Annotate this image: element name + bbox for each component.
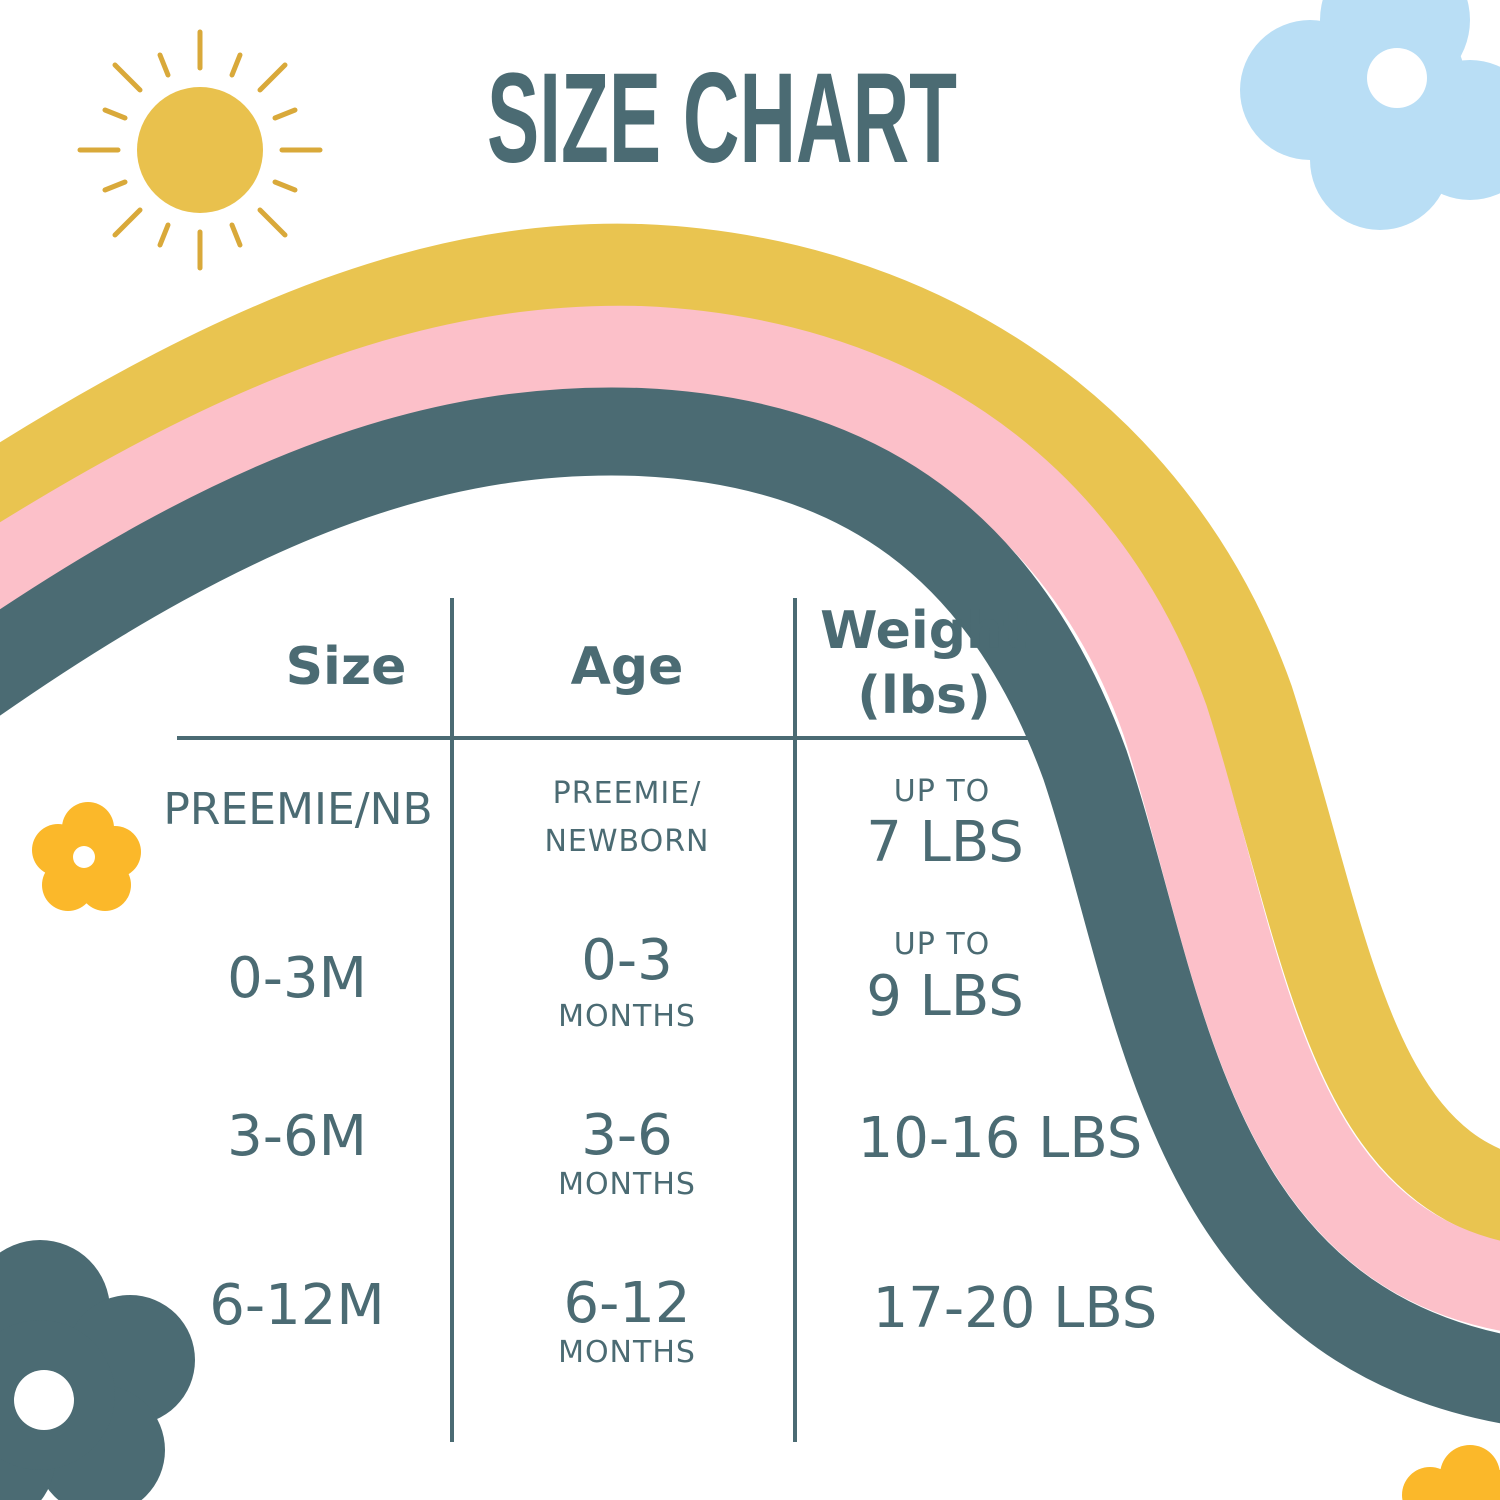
header: Size [286, 637, 407, 697]
header: Age [571, 637, 684, 697]
size-cell: 3-6M [227, 1104, 367, 1169]
weight-cell: UP TO [894, 774, 991, 809]
size-cell: 6-12M [209, 1273, 384, 1338]
flower-teal [0, 1240, 195, 1500]
weight-cell: UP TO [894, 927, 991, 962]
age-cell: PREEMIE/ [553, 776, 702, 811]
table-lines [177, 598, 1040, 1442]
size-cell: PREEMIE/NB [163, 784, 432, 835]
header: Weight [820, 601, 1028, 661]
age-cell: NEWBORN [544, 824, 709, 859]
age-cell: MONTHS [558, 1167, 696, 1202]
size-cell: 0-3M [227, 946, 367, 1011]
weight-cell: 7 LBS [866, 810, 1024, 875]
weight-cell: 9 LBS [866, 964, 1024, 1029]
age-cell: 0-3 [581, 928, 672, 993]
flower-orange [32, 802, 141, 911]
age-cell: MONTHS [558, 999, 696, 1034]
title: SIZE CHART [487, 47, 957, 190]
sun [77, 29, 323, 271]
flower-orange-small [1402, 1445, 1500, 1500]
age-cell: 6-12 [563, 1271, 690, 1336]
age-cell: MONTHS [558, 1335, 696, 1370]
age-cell: 3-6 [581, 1103, 672, 1168]
header: (lbs) [857, 666, 991, 726]
table: Size Age Weight (lbs) PREEMIE/NB PREEMIE… [163, 601, 1157, 1370]
rainbow [0, 223, 1500, 1424]
weight-cell: 10-16 LBS [858, 1106, 1143, 1171]
weight-cell: 17-20 LBS [873, 1276, 1158, 1341]
flower-blue [1240, 0, 1500, 230]
